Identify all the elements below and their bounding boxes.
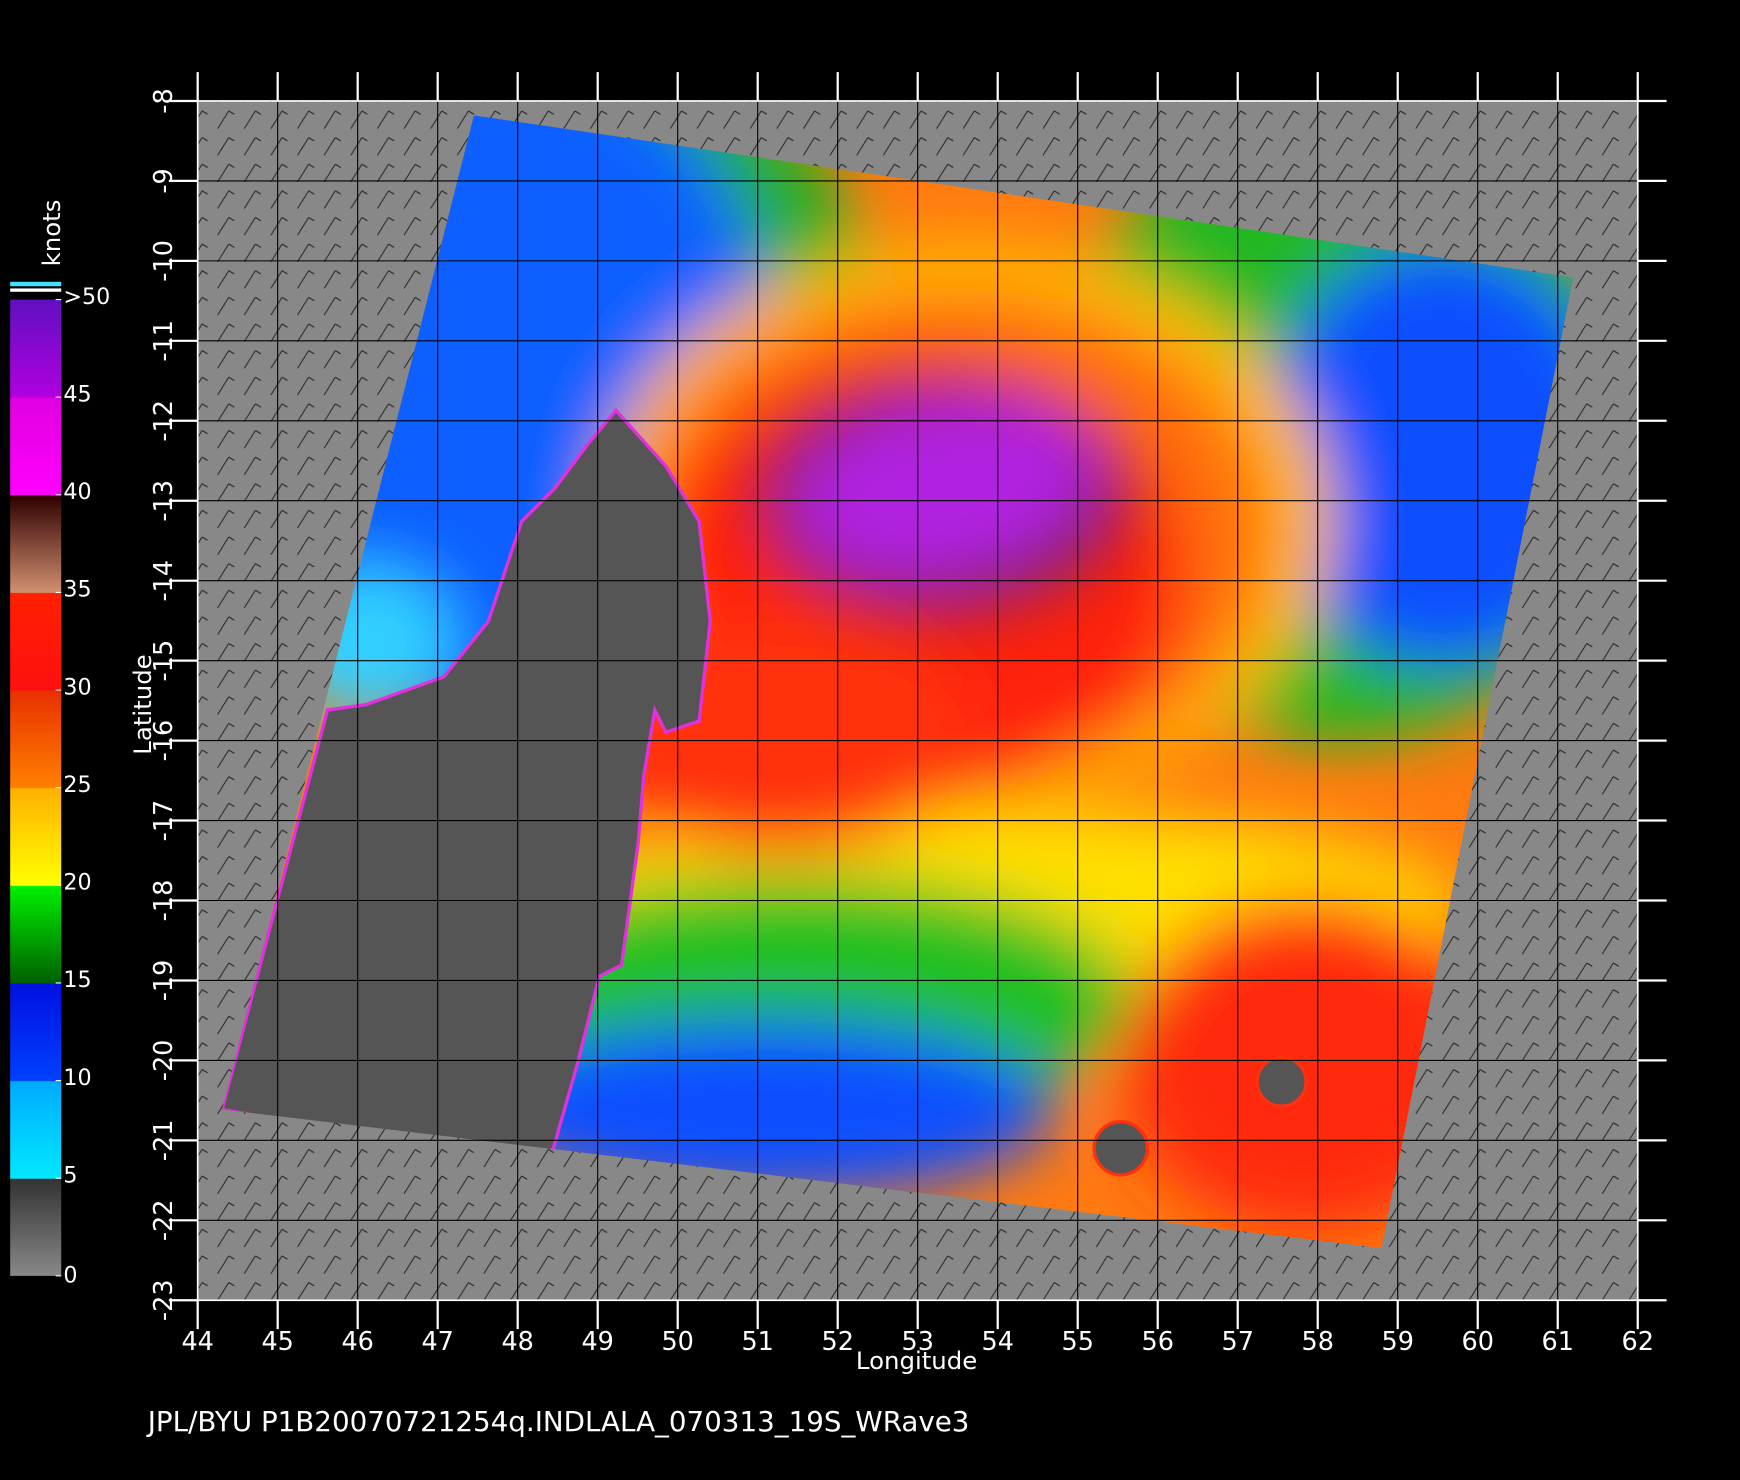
y-tick-label: -20 [149,1040,179,1082]
colorbar-tick-label: 20 [63,870,91,896]
x-tick-label: 48 [501,1327,533,1357]
y-tick-label: -18 [149,880,179,922]
x-tick-label: 53 [901,1327,933,1357]
colorbar-tick-label: 30 [63,674,91,700]
colorbar-tick-label: 40 [63,479,91,505]
x-tick-label: 45 [261,1327,293,1357]
x-tick-label: 50 [661,1327,693,1357]
x-tick-label: 47 [421,1327,453,1357]
colorbar-tick-label: 0 [63,1262,77,1288]
y-tick-label: -23 [149,1279,179,1321]
y-tick-label: -12 [149,400,179,442]
x-tick-label: 51 [741,1327,773,1357]
x-tick-label: 55 [1061,1327,1093,1357]
y-axis-label: Latitude [128,654,157,754]
colorbar [10,299,62,1276]
colorbar-label: knots [37,200,66,267]
x-tick-label: 59 [1381,1327,1413,1357]
y-tick-label: -21 [149,1120,179,1162]
x-tick-label: 60 [1462,1327,1494,1357]
colorbar-cap [10,281,62,287]
colorbar-tick-label: 35 [63,577,91,603]
x-tick-label: 61 [1542,1327,1574,1357]
y-tick-label: -22 [149,1199,179,1241]
y-tick-label: -14 [149,560,179,602]
title: JPL/BYU P1B20070721254q.INDLALA_070313_1… [146,1405,970,1438]
colorbar-tick-label: >50 [63,284,110,310]
y-tick-label: -17 [149,800,179,842]
x-tick-label: 54 [981,1327,1013,1357]
colorbar-tick-label: 15 [63,967,91,993]
y-tick-label: -16 [149,720,179,762]
colorbar-tick-label: 10 [63,1065,91,1091]
x-tick-label: 49 [581,1327,613,1357]
x-tick-label: 62 [1622,1327,1654,1357]
y-tick-label: -10 [149,240,179,282]
x-tick-label: 44 [181,1327,213,1357]
x-tick-label: 56 [1141,1327,1173,1357]
x-tick-label: 58 [1301,1327,1333,1357]
x-tick-label: 46 [341,1327,373,1357]
x-axis-label: Longitude [856,1346,977,1375]
colorbar-cap [10,288,62,292]
y-tick-label: -9 [149,168,179,193]
colorbar-tick-label: 25 [63,772,91,798]
y-tick-label: -13 [149,480,179,522]
x-tick-label: 52 [821,1327,853,1357]
colorbar-tick-label: 5 [63,1163,77,1189]
y-tick-label: -8 [149,88,179,113]
y-tick-label: -11 [149,320,179,362]
x-tick-label: 57 [1221,1327,1253,1357]
y-tick-label: -15 [149,640,179,682]
y-tick-label: -19 [149,960,179,1002]
colorbar-tick-label: 45 [63,381,91,407]
plot-frame [196,100,1639,1302]
